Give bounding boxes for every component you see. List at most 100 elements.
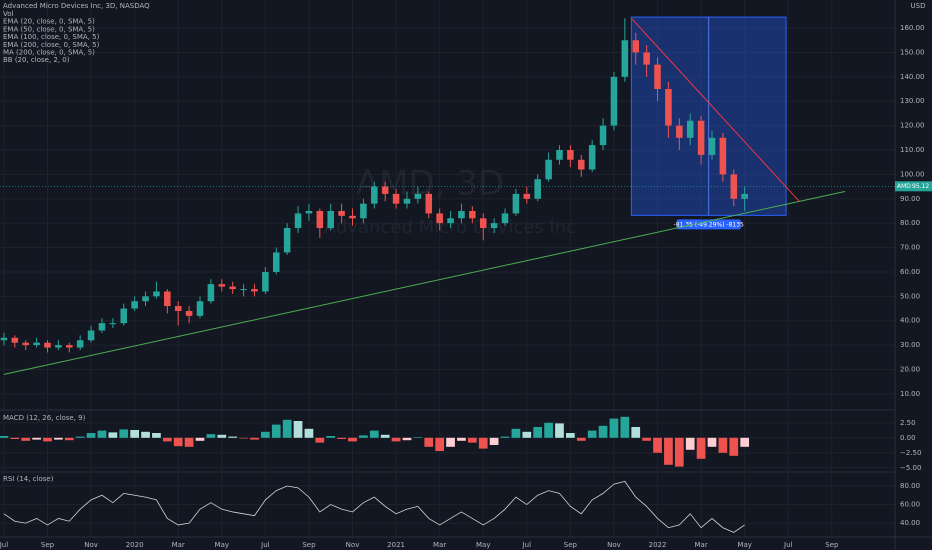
candle-body — [251, 289, 258, 292]
candle-body — [741, 193, 748, 199]
y-tick-label: 20.00 — [900, 366, 920, 374]
candle-body — [349, 215, 356, 219]
macd-bar — [0, 436, 9, 438]
candle-body — [578, 159, 585, 170]
candle-body — [153, 291, 160, 297]
candle-body — [708, 137, 716, 155]
candle-body — [371, 186, 378, 204]
macd-bar — [598, 425, 608, 438]
candle-body — [381, 186, 389, 194]
x-tick-label: 2020 — [126, 541, 144, 549]
macd-bar — [511, 428, 521, 438]
macd-bar — [359, 435, 368, 438]
y-tick-label: 80.00 — [900, 482, 920, 490]
candle-body — [360, 203, 367, 219]
x-tick-label: Jul — [783, 541, 793, 549]
candle-body — [305, 210, 313, 214]
candle-body — [567, 150, 574, 160]
x-tick-label: Mar — [172, 541, 185, 549]
candle-body — [665, 89, 672, 126]
candle-body — [218, 284, 226, 287]
candle-body — [44, 342, 51, 348]
macd-bar — [348, 437, 357, 442]
candle-body — [436, 213, 443, 224]
y-tick-label: 70.00 — [900, 244, 920, 252]
candle-body — [207, 284, 215, 302]
rsi-title: RSI (14, close) — [3, 475, 54, 483]
macd-bar — [533, 427, 543, 438]
macd-bar — [239, 437, 248, 439]
macd-bar — [642, 437, 651, 441]
macd-bar — [43, 437, 52, 442]
macd-bar — [555, 423, 564, 438]
rsi-line — [3, 480, 745, 533]
macd-bar — [21, 437, 31, 441]
macd-bar — [402, 437, 412, 441]
candle-body — [643, 52, 650, 65]
macd-bar — [228, 436, 238, 438]
y-tick-label: 10.00 — [900, 390, 920, 398]
macd-bar — [674, 437, 684, 467]
x-tick-label: 2022 — [649, 541, 667, 549]
macd-bar — [173, 437, 183, 447]
watermark: Advanced Micro Devices Inc — [324, 217, 576, 238]
y-tick-label: −2.50 — [900, 449, 921, 457]
candle-body — [545, 159, 552, 180]
macd-bar — [293, 421, 303, 438]
candle-body — [262, 271, 269, 292]
measure-label: -81.35 (-49.29%) -8135 — [674, 221, 744, 228]
candle-body — [414, 193, 422, 199]
candle-body — [283, 228, 291, 253]
macd-bar — [740, 437, 750, 447]
y-tick-label: 2.50 — [900, 419, 916, 427]
macd-bar — [54, 437, 63, 440]
macd-bar — [544, 422, 553, 438]
candle-body — [109, 323, 117, 325]
macd-bar — [152, 433, 161, 438]
candle-body — [599, 125, 607, 146]
candle-body — [403, 198, 411, 204]
macd-bar — [522, 431, 532, 438]
candle-body — [556, 150, 563, 160]
macd-bar — [587, 430, 597, 438]
macd-bar — [97, 430, 107, 438]
macd-bar — [631, 427, 641, 438]
y-tick-label: 110.00 — [900, 146, 925, 154]
macd-bar — [391, 437, 401, 442]
macd-bar — [653, 437, 662, 453]
candle-body — [523, 193, 531, 199]
macd-bar — [369, 430, 379, 438]
candle-body — [730, 174, 738, 199]
y-tick-label: 40.00 — [900, 317, 920, 325]
y-tick-label: 100.00 — [900, 170, 925, 178]
y-tick-label: 140.00 — [900, 73, 925, 81]
macd-bar — [184, 437, 194, 447]
x-tick-label: May — [476, 541, 490, 549]
x-tick-label: Sep — [41, 541, 55, 549]
candle-body — [76, 340, 84, 348]
x-tick-label: Sep — [825, 541, 839, 549]
candle-body — [98, 323, 106, 331]
indicator-label: Vol — [3, 10, 14, 18]
y-tick-label: 60.00 — [900, 501, 920, 509]
macd-bar — [86, 433, 96, 438]
macd-bar — [141, 431, 150, 438]
macd-bar — [620, 416, 630, 438]
macd-bar — [162, 437, 172, 442]
x-tick-label: Sep — [564, 541, 578, 549]
candle-body — [33, 342, 40, 346]
candle-body — [621, 40, 629, 77]
macd-bar — [119, 429, 129, 438]
macd-bar — [696, 437, 706, 459]
candle-body — [588, 145, 596, 170]
indicator-label: EMA (20, close, 0, SMA, 5) — [3, 18, 95, 26]
x-tick-label: May — [737, 541, 751, 549]
macd-bar — [576, 437, 586, 441]
y-tick-label: 0.00 — [900, 434, 916, 442]
last-price-label: 95.12 — [912, 183, 929, 190]
macd-bar — [75, 436, 85, 438]
candle-body — [654, 64, 661, 90]
candle-body — [11, 337, 19, 343]
